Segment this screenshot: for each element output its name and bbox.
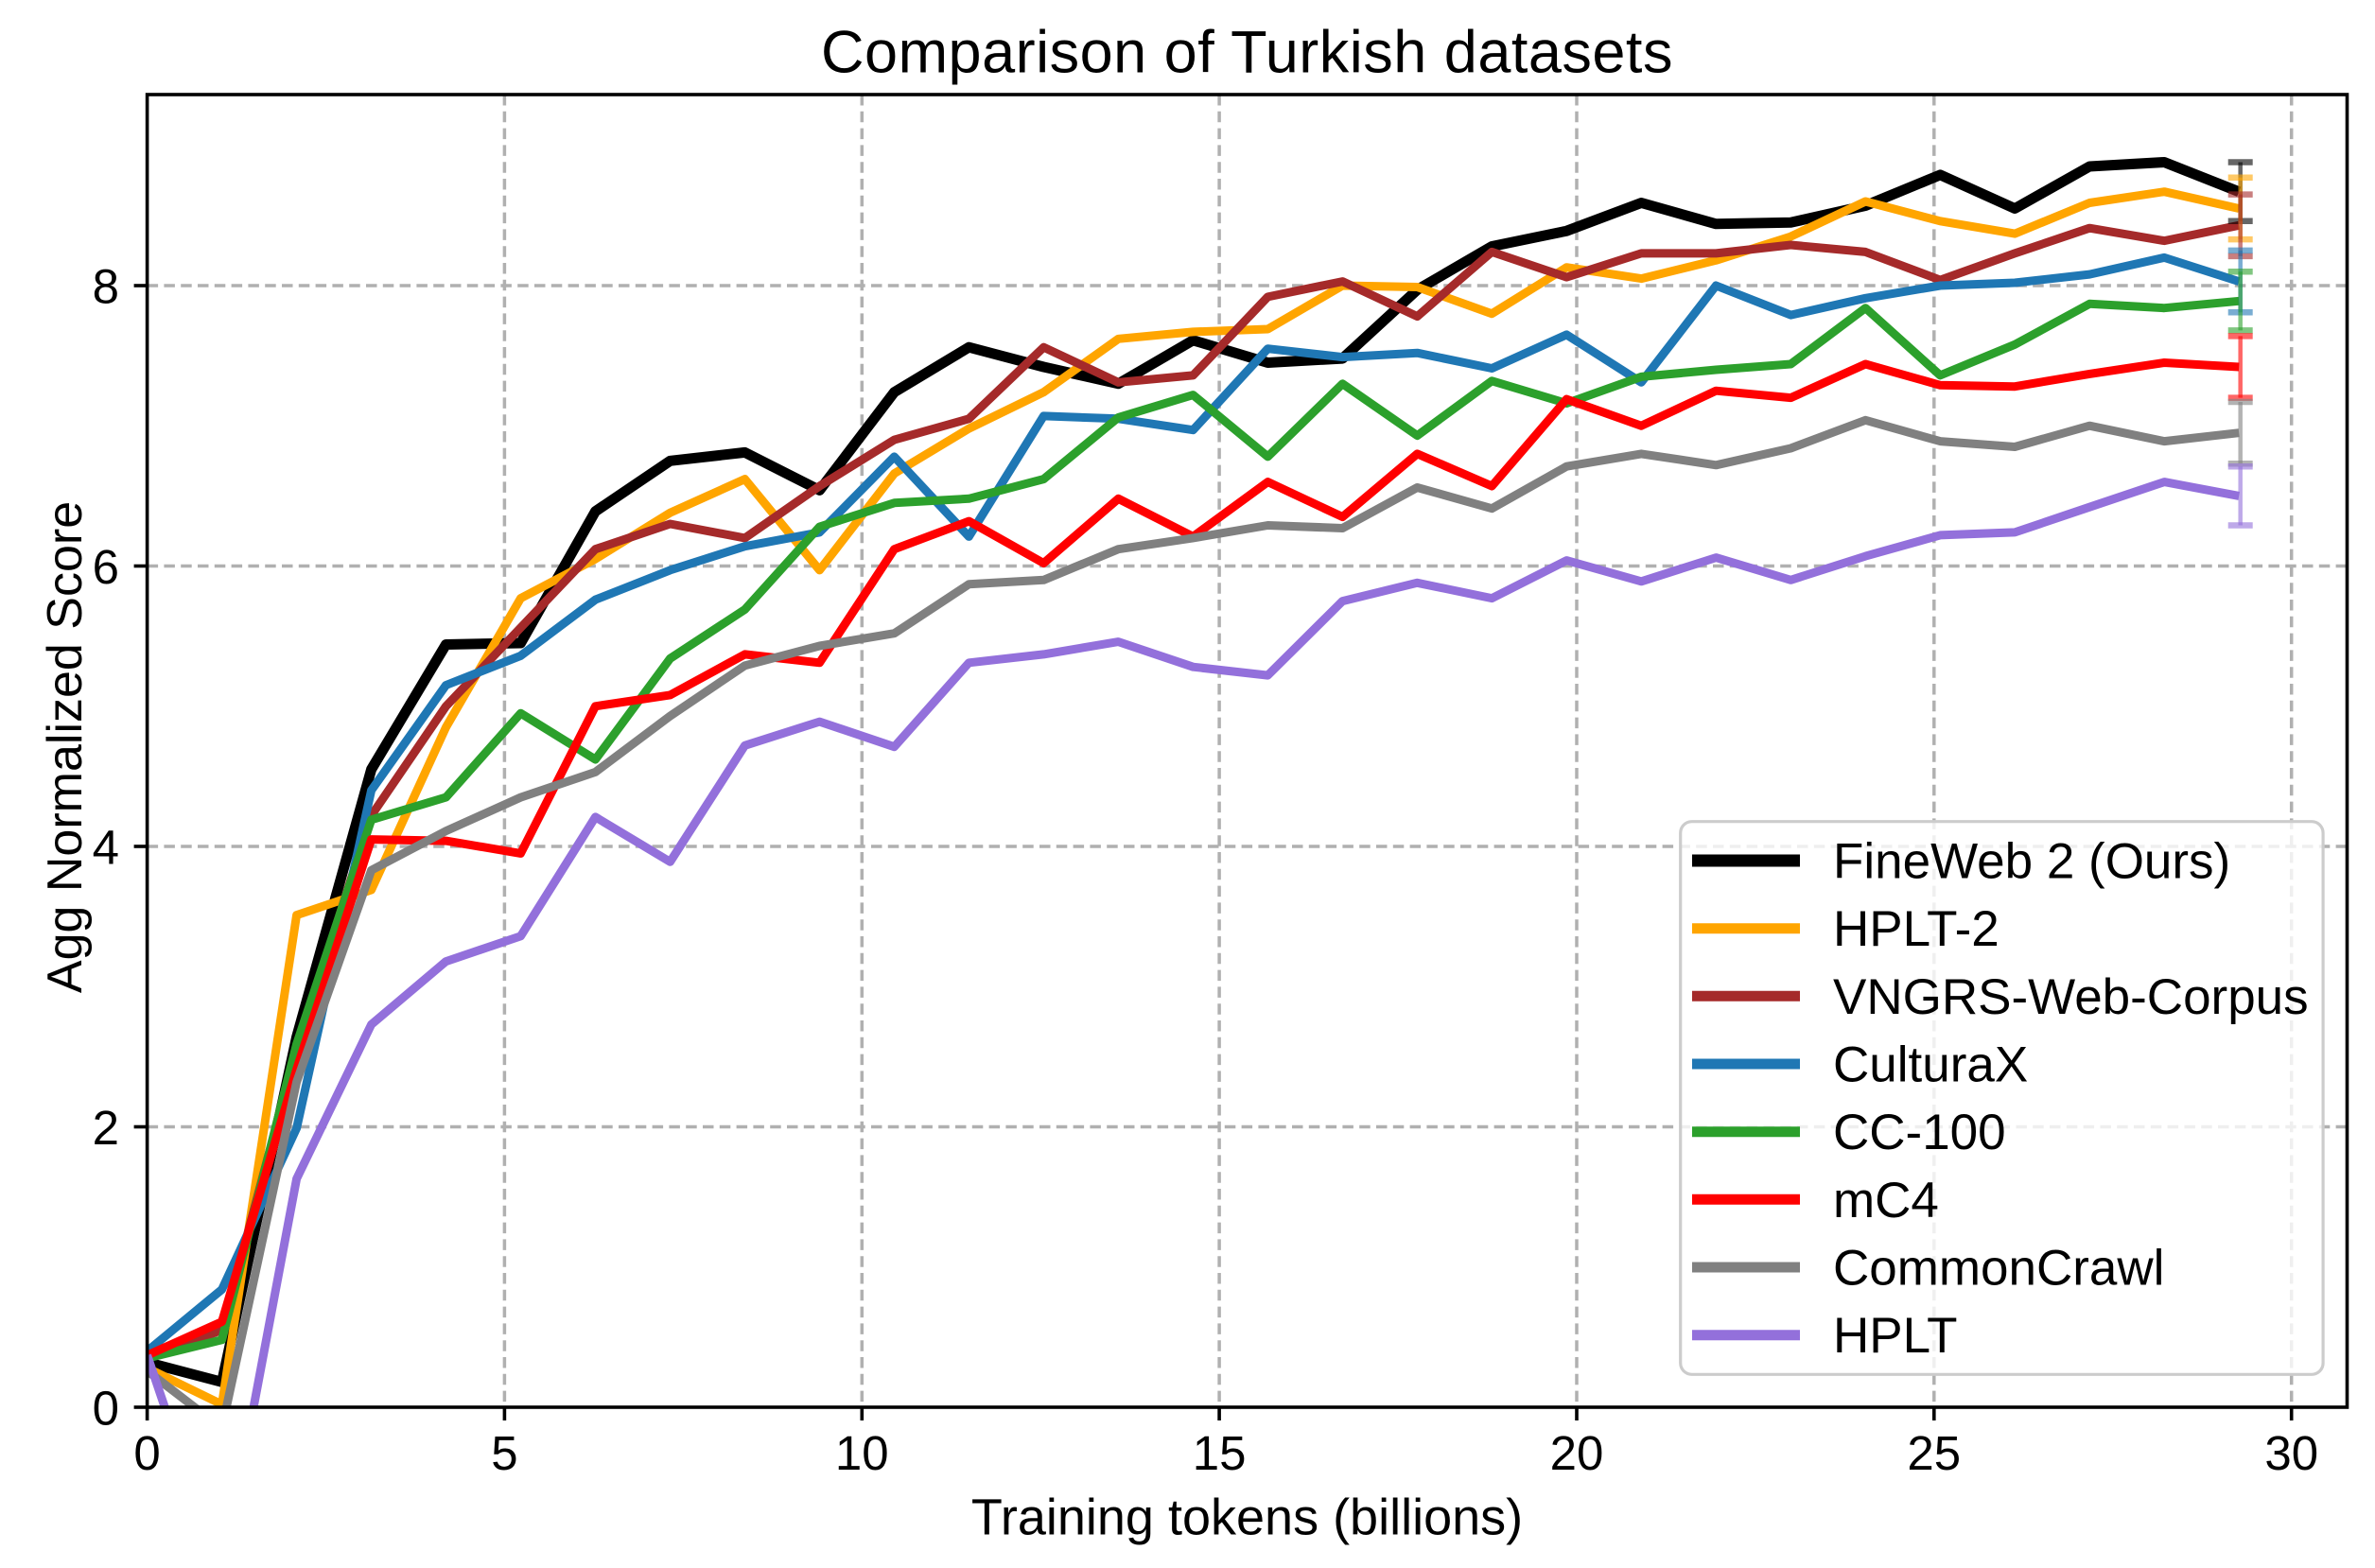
svg-text:VNGRS-Web-Corpus: VNGRS-Web-Corpus <box>1833 969 2309 1025</box>
svg-text:mC4: mC4 <box>1833 1173 1939 1228</box>
svg-text:6: 6 <box>93 540 119 594</box>
svg-text:HPLT-2: HPLT-2 <box>1833 901 2000 957</box>
svg-text:HPLT: HPLT <box>1833 1308 1958 1364</box>
svg-text:Training tokens (billions): Training tokens (billions) <box>971 1490 1523 1546</box>
svg-text:Comparison of Turkish datasets: Comparison of Turkish datasets <box>821 20 1673 86</box>
svg-text:2: 2 <box>93 1101 119 1155</box>
svg-text:25: 25 <box>1907 1426 1961 1480</box>
svg-text:CulturaX: CulturaX <box>1833 1037 2028 1093</box>
svg-text:20: 20 <box>1550 1426 1604 1480</box>
svg-text:30: 30 <box>2264 1426 2318 1480</box>
svg-text:CommonCrawl: CommonCrawl <box>1833 1241 2164 1297</box>
svg-text:4: 4 <box>93 821 119 875</box>
svg-text:Agg Normalized Score: Agg Normalized Score <box>38 501 93 993</box>
svg-text:8: 8 <box>93 260 119 314</box>
svg-text:15: 15 <box>1193 1426 1247 1480</box>
svg-text:0: 0 <box>133 1426 160 1480</box>
svg-text:FineWeb 2 (Ours): FineWeb 2 (Ours) <box>1833 834 2230 890</box>
svg-text:0: 0 <box>93 1382 119 1436</box>
svg-text:5: 5 <box>491 1426 517 1480</box>
svg-text:10: 10 <box>835 1426 889 1480</box>
svg-text:CC-100: CC-100 <box>1833 1105 2006 1160</box>
